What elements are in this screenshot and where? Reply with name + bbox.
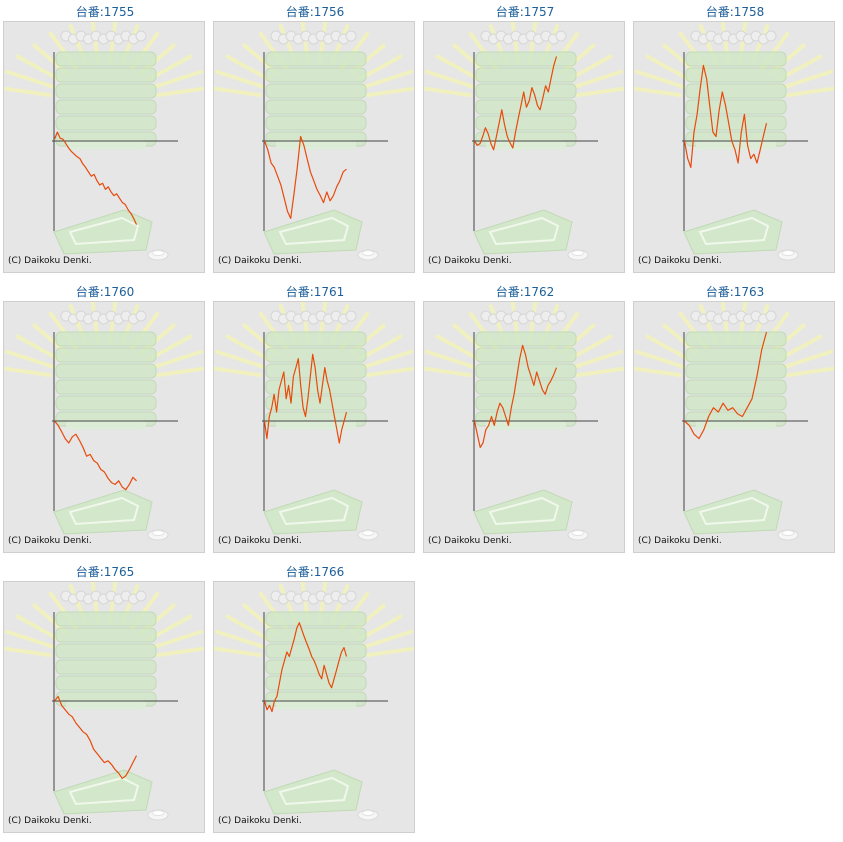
payout-chart[interactable]: (C) Daikoku Denki. <box>423 21 625 273</box>
machine-number-link[interactable]: 台番:1766 <box>285 565 345 579</box>
machine-card: 台番:1758 (C) Daikoku Denki. <box>630 0 840 280</box>
coin-icon <box>777 529 799 541</box>
payout-series-line <box>263 622 348 713</box>
copyright-text: (C) Daikoku Denki. <box>218 816 302 826</box>
payout-series-line <box>54 420 137 491</box>
payout-chart-svg <box>634 22 834 261</box>
machine-card: 台番:1755 (C) Daikoku Denki. <box>0 0 210 280</box>
coin-icon <box>357 809 379 821</box>
payout-chart-svg <box>214 22 414 261</box>
payout-chart[interactable]: (C) Daikoku Denki. <box>3 581 205 833</box>
payout-chart[interactable]: (C) Daikoku Denki. <box>3 21 205 273</box>
machine-number-link[interactable]: 台番:1765 <box>75 565 135 579</box>
payout-chart[interactable]: (C) Daikoku Denki. <box>633 21 835 273</box>
copyright-text: (C) Daikoku Denki. <box>218 256 302 266</box>
payout-series-line <box>684 331 768 440</box>
payout-series-line <box>683 64 768 168</box>
slot-machine-watermark-icon <box>214 302 414 535</box>
payout-chart-svg <box>4 22 204 261</box>
coin-icon <box>567 529 589 541</box>
payout-chart-svg <box>424 302 624 541</box>
machine-number-link[interactable]: 台番:1762 <box>495 285 555 299</box>
coin-icon <box>357 529 379 541</box>
payout-chart[interactable]: (C) Daikoku Denki. <box>213 21 415 273</box>
payout-series-line <box>263 135 347 219</box>
slot-machine-watermark-icon <box>214 22 414 255</box>
payout-series-line <box>263 353 348 444</box>
slot-machine-watermark-icon <box>424 302 624 535</box>
payout-chart-svg <box>424 22 624 261</box>
payout-chart[interactable]: (C) Daikoku Denki. <box>423 301 625 553</box>
machine-card: 台番:1765 (C) Daikoku Denki. <box>0 560 210 840</box>
copyright-text: (C) Daikoku Denki. <box>218 536 302 546</box>
slot-machine-watermark-icon <box>424 22 624 255</box>
coin-icon <box>147 529 169 541</box>
payout-chart-svg <box>4 582 204 821</box>
slot-machine-watermark-icon <box>4 582 204 815</box>
payout-chart-svg <box>214 302 414 541</box>
machine-card: 台番:1756 (C) Daikoku Denki. <box>210 0 420 280</box>
machine-number-link[interactable]: 台番:1760 <box>75 285 135 299</box>
copyright-text: (C) Daikoku Denki. <box>8 536 92 546</box>
payout-chart-svg <box>214 582 414 821</box>
coin-icon <box>147 249 169 261</box>
slot-machine-watermark-icon <box>634 302 834 535</box>
payout-series-line <box>473 344 558 448</box>
copyright-text: (C) Daikoku Denki. <box>638 256 722 266</box>
machine-number-link[interactable]: 台番:1761 <box>285 285 345 299</box>
payout-chart-svg <box>634 302 834 541</box>
payout-chart[interactable]: (C) Daikoku Denki. <box>213 581 415 833</box>
payout-series-line <box>53 131 138 225</box>
machine-card: 台番:1763 (C) Daikoku Denki. <box>630 280 840 560</box>
machine-card: 台番:1761 (C) Daikoku Denki. <box>210 280 420 560</box>
machine-number-link[interactable]: 台番:1755 <box>75 5 135 19</box>
coin-icon <box>567 249 589 261</box>
payout-series-line <box>54 695 138 779</box>
coin-icon <box>777 249 799 261</box>
copyright-text: (C) Daikoku Denki. <box>8 816 92 826</box>
slot-machine-watermark-icon <box>214 582 414 815</box>
machine-card: 台番:1762 (C) Daikoku Denki. <box>420 280 630 560</box>
machine-card: 台番:1766 (C) Daikoku Denki. <box>210 560 420 840</box>
slot-machine-watermark-icon <box>634 22 834 255</box>
coin-icon <box>357 249 379 261</box>
machine-number-link[interactable]: 台番:1758 <box>705 5 765 19</box>
slot-machine-watermark-icon <box>4 302 204 535</box>
machine-number-link[interactable]: 台番:1757 <box>495 5 555 19</box>
payout-chart[interactable]: (C) Daikoku Denki. <box>633 301 835 553</box>
copyright-text: (C) Daikoku Denki. <box>8 256 92 266</box>
machine-number-link[interactable]: 台番:1763 <box>705 285 765 299</box>
copyright-text: (C) Daikoku Denki. <box>428 536 512 546</box>
payout-chart[interactable]: (C) Daikoku Denki. <box>3 301 205 553</box>
copyright-text: (C) Daikoku Denki. <box>428 256 512 266</box>
machine-number-link[interactable]: 台番:1756 <box>285 5 345 19</box>
coin-icon <box>147 809 169 821</box>
copyright-text: (C) Daikoku Denki. <box>638 536 722 546</box>
payout-series-line <box>473 56 558 151</box>
machine-card: 台番:1760 (C) Daikoku Denki. <box>0 280 210 560</box>
machine-card: 台番:1757 (C) Daikoku Denki. <box>420 0 630 280</box>
slot-machine-watermark-icon <box>4 22 204 255</box>
payout-chart-svg <box>4 302 204 541</box>
payout-chart[interactable]: (C) Daikoku Denki. <box>213 301 415 553</box>
